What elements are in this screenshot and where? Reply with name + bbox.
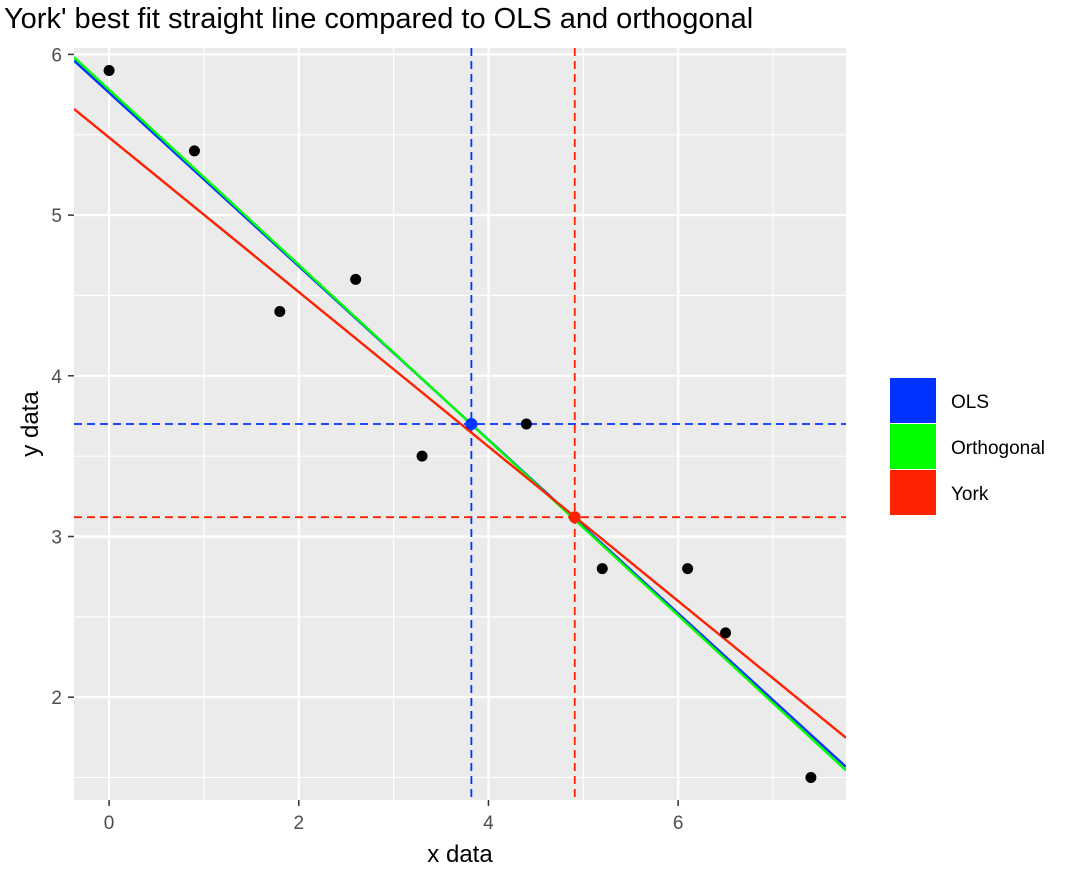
x-axis-title: x data xyxy=(427,841,493,868)
y-axis-title: y data xyxy=(17,391,44,457)
ols-legend-key xyxy=(890,378,936,423)
york-centroid-point xyxy=(568,511,581,524)
data-point xyxy=(682,563,694,575)
x-tick-label: 0 xyxy=(104,813,115,834)
ols-legend-label: OLS xyxy=(951,392,989,413)
y-axis-ticks: 2 3 4 5 6 xyxy=(51,45,74,709)
data-point xyxy=(103,64,115,76)
orthogonal-legend-label: Orthogonal xyxy=(951,438,1045,459)
data-point xyxy=(520,418,532,430)
chart-title: York' best fit straight line compared to… xyxy=(4,3,753,35)
orthogonal-fit-line xyxy=(74,56,846,772)
data-point xyxy=(416,450,428,462)
centroid-points xyxy=(465,418,581,524)
legend: OLS Orthogonal York xyxy=(890,378,1045,515)
data-point xyxy=(350,273,362,285)
y-tick-label: 4 xyxy=(51,367,62,388)
data-point xyxy=(596,563,608,575)
data-point xyxy=(274,306,286,318)
y-tick-label: 2 xyxy=(51,688,62,709)
york-fit-line xyxy=(74,107,846,739)
x-tick-label: 6 xyxy=(673,813,684,834)
x-tick-label: 2 xyxy=(293,813,304,834)
data-points xyxy=(103,64,817,784)
y-tick-label: 5 xyxy=(51,206,62,227)
y-tick-label: 6 xyxy=(51,45,62,66)
x-tick-label: 4 xyxy=(483,813,494,834)
york-legend-label: York xyxy=(951,484,989,505)
data-point xyxy=(188,145,200,157)
y-tick-label: 3 xyxy=(51,527,62,548)
ols-centroid-point xyxy=(465,418,478,430)
orthogonal-legend-key xyxy=(890,424,936,469)
fit-lines xyxy=(74,56,846,772)
centroid-reference-lines xyxy=(74,48,846,800)
york-legend-key xyxy=(890,470,936,515)
x-axis-ticks: 0 2 4 6 xyxy=(104,800,684,834)
data-point xyxy=(720,627,732,639)
data-point xyxy=(805,772,817,784)
